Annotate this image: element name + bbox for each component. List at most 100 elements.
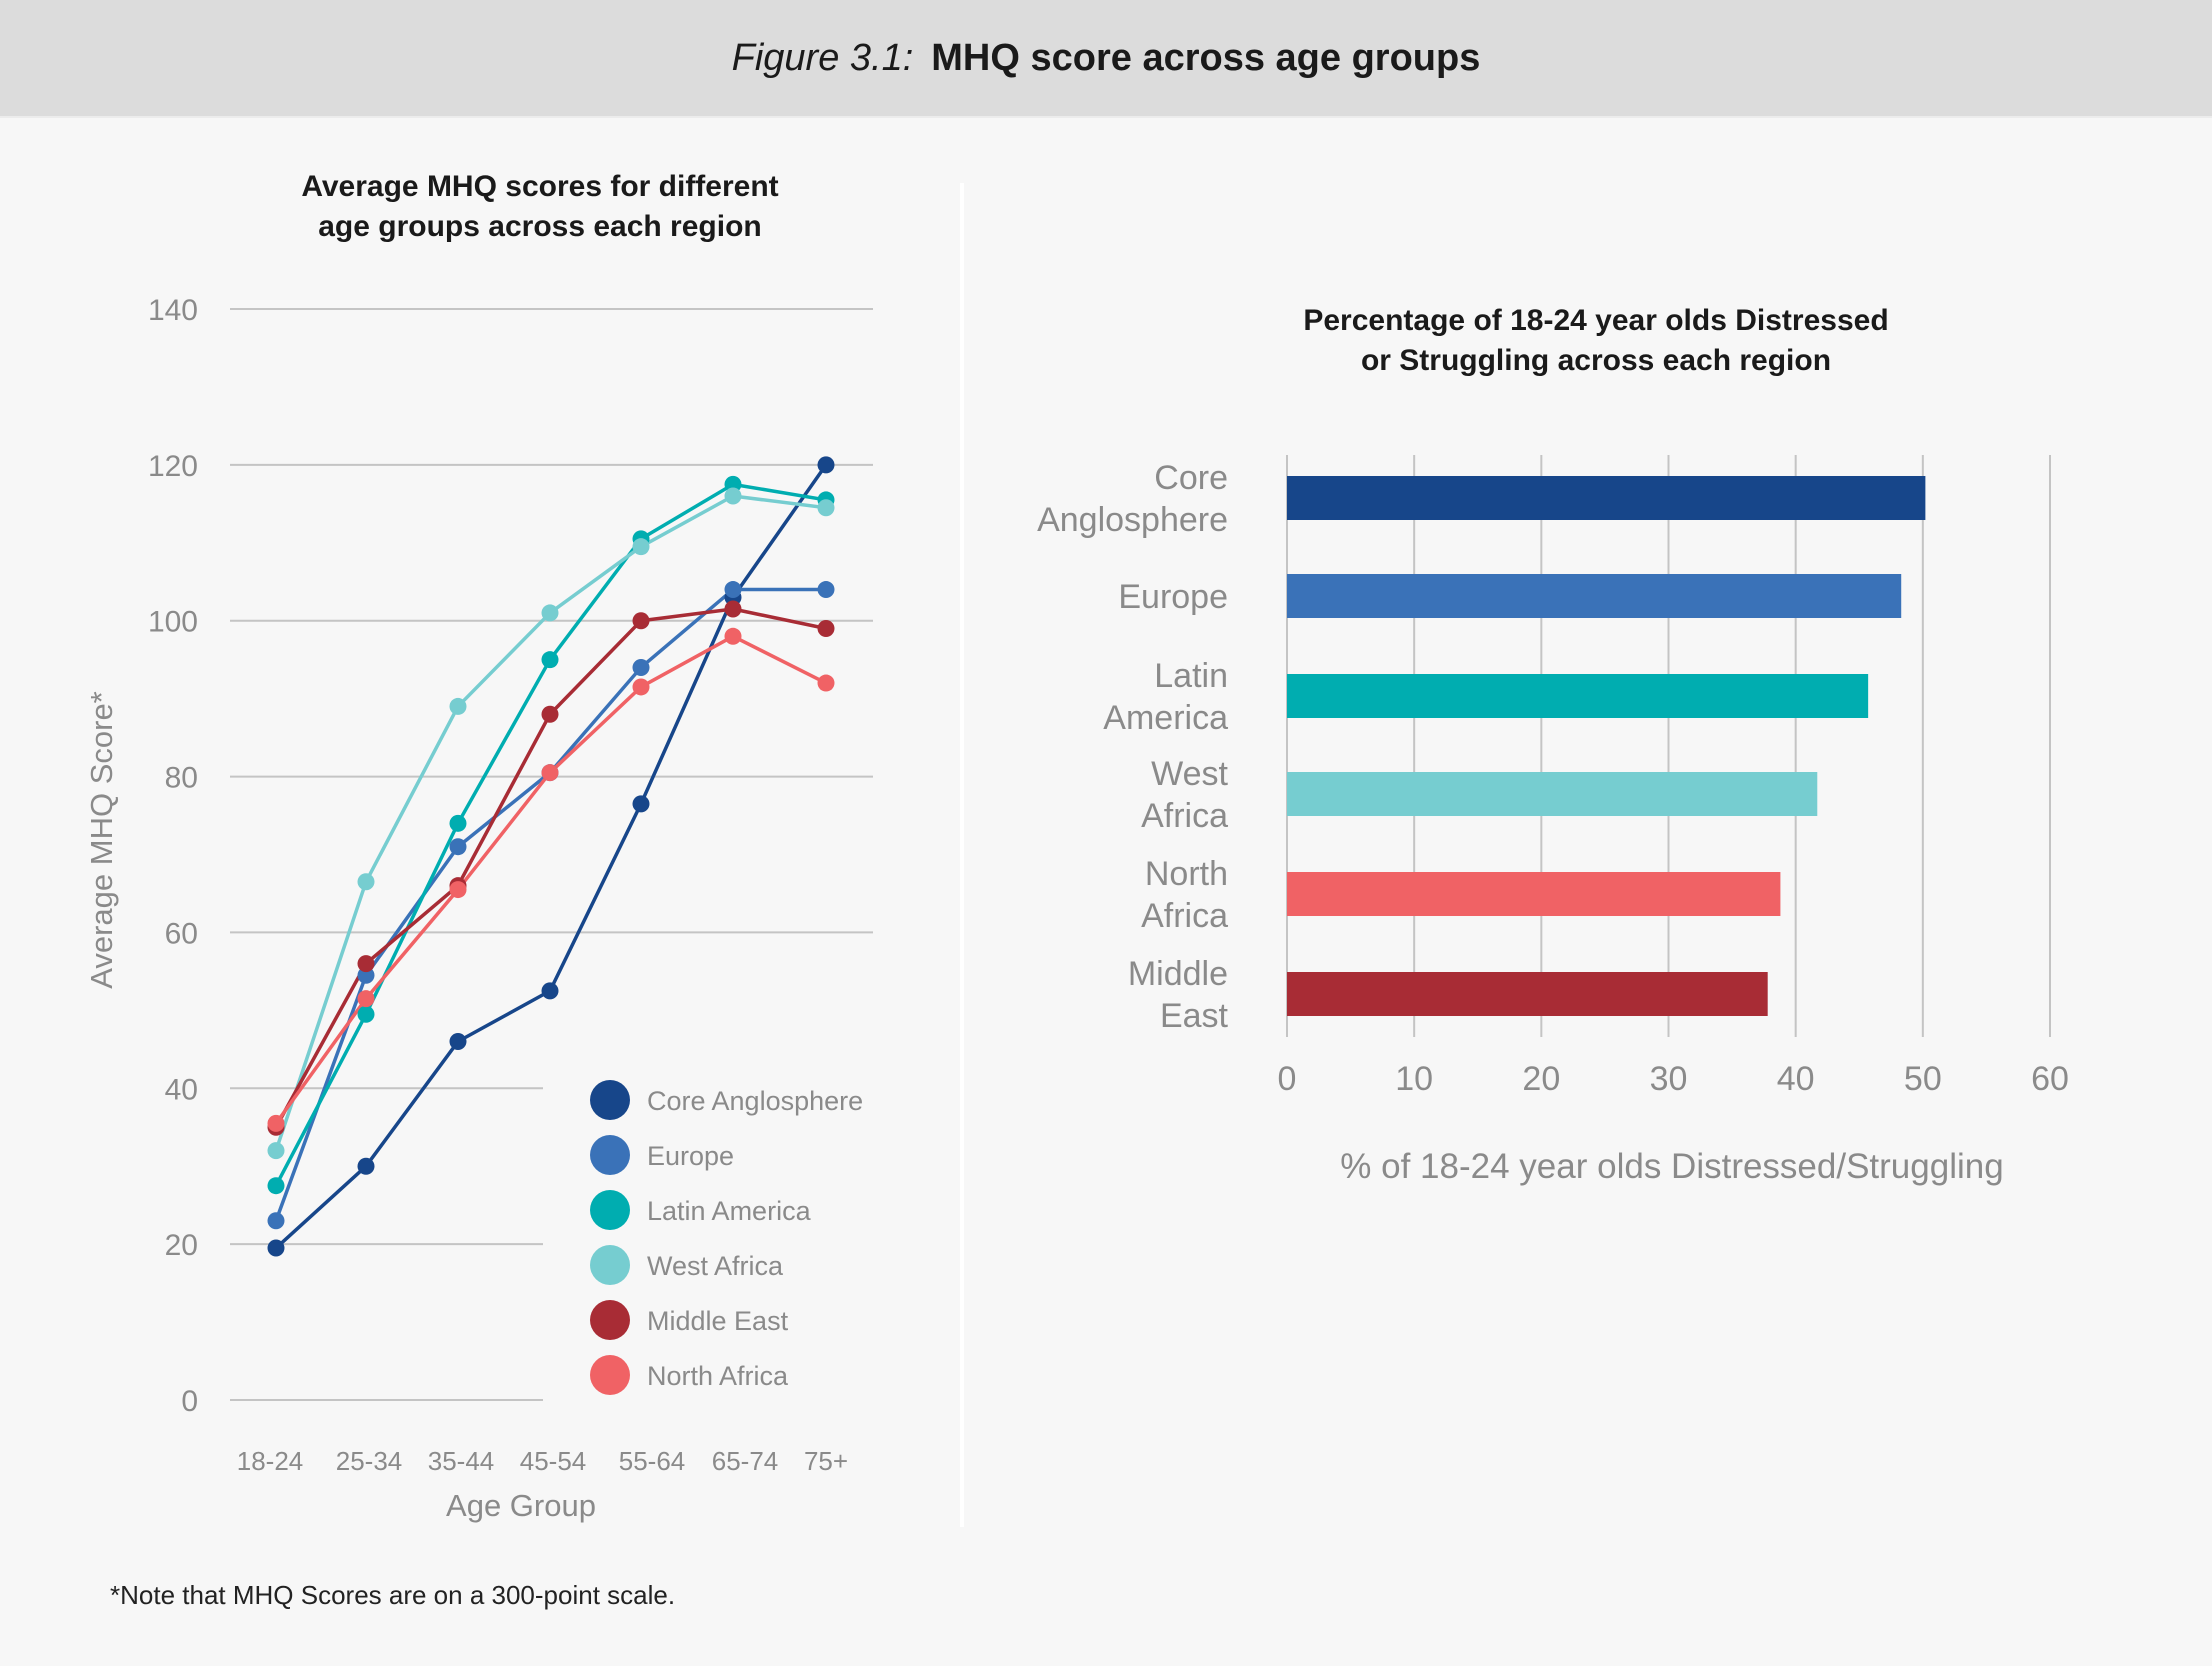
series-point [817, 499, 835, 517]
series-point [632, 795, 650, 813]
series-point [449, 1033, 467, 1051]
y-tick-label: 40 [165, 1073, 198, 1106]
x-tick-label: 75+ [804, 1446, 848, 1476]
series-point [267, 1177, 285, 1195]
line-chart: Average MHQ scores for different age grou… [84, 170, 873, 1523]
legend-swatch [590, 1300, 630, 1340]
series-point [449, 814, 467, 832]
series-point [449, 881, 467, 899]
x-tick-label: 55-64 [619, 1446, 686, 1476]
legend-label: Core Anglosphere [647, 1086, 863, 1116]
y-tick-label: 140 [148, 294, 198, 327]
series-point [817, 620, 835, 638]
bar [1287, 972, 1768, 1016]
legend-swatch [590, 1245, 630, 1285]
x-tick-label: 18-24 [237, 1446, 304, 1476]
legend-label: Middle East [647, 1306, 789, 1336]
bar [1287, 574, 1902, 618]
x-tick-label: 10 [1395, 1060, 1433, 1098]
y-tick-label: 0 [181, 1385, 198, 1418]
category-label: Middle [1128, 955, 1228, 993]
series-point [541, 764, 559, 782]
bar [1287, 674, 1869, 718]
series-point [449, 838, 467, 856]
series-line [274, 463, 828, 1250]
series-point [267, 1114, 285, 1132]
category-label: Latin [1154, 657, 1228, 695]
x-tick-label: 45-54 [520, 1446, 587, 1476]
legend-label: Latin America [647, 1196, 812, 1226]
x-tick-label: 40 [1777, 1060, 1815, 1098]
y-tick-label: 120 [148, 450, 198, 483]
x-tick-label: 25-34 [336, 1446, 403, 1476]
y-axis-label: Average MHQ Score* [84, 691, 119, 989]
figure-title: MHQ score across age groups [931, 36, 1481, 79]
y-tick-label: 80 [165, 762, 198, 795]
series-point [541, 651, 559, 669]
series-point [357, 990, 375, 1008]
category-label: West [1151, 755, 1228, 793]
series-point [267, 1142, 285, 1160]
legend-swatch [590, 1080, 630, 1120]
series-point [267, 1239, 285, 1257]
bar [1287, 772, 1818, 816]
series-line [274, 494, 827, 1152]
series-point [541, 604, 559, 622]
figure-label: Figure 3.1: [731, 36, 914, 79]
series-point [357, 966, 375, 984]
series-line [274, 607, 827, 1129]
series-point [632, 678, 650, 696]
category-label: East [1160, 997, 1229, 1035]
y-tick-label: 100 [148, 606, 198, 639]
legend-label: West Africa [647, 1251, 784, 1281]
line-chart-title: Average MHQ scores for different [301, 170, 778, 203]
bar [1287, 872, 1781, 916]
x-tick-label: 30 [1650, 1060, 1688, 1098]
x-tick-label: 0 [1278, 1060, 1297, 1098]
legend-label: Europe [647, 1141, 734, 1171]
series-point [632, 612, 650, 630]
series-point [817, 456, 835, 474]
category-label: Africa [1141, 897, 1228, 935]
series-point [357, 1157, 375, 1175]
x-tick-label: 50 [1904, 1060, 1942, 1098]
bar-chart-title: or Struggling across each region [1361, 344, 1831, 377]
category-label: America [1103, 699, 1228, 737]
series-point [541, 705, 559, 723]
legend-swatch [590, 1355, 630, 1395]
category-label: North [1145, 855, 1228, 893]
series-point [357, 873, 375, 891]
line-chart-title: age groups across each region [318, 210, 761, 243]
category-label: Africa [1141, 797, 1228, 835]
x-tick-label: 20 [1522, 1060, 1560, 1098]
bar [1287, 476, 1926, 520]
series-point [632, 658, 650, 676]
figure-header: Figure 3.1: MHQ score across age groups [0, 0, 2212, 118]
x-axis-label: Age Group [446, 1488, 596, 1523]
x-tick-label: 35-44 [428, 1446, 495, 1476]
series-point [724, 487, 742, 505]
category-label: Core [1154, 459, 1228, 497]
series-point [357, 1005, 375, 1023]
series-point [632, 538, 650, 556]
series-point [724, 600, 742, 618]
category-label: Europe [1118, 578, 1228, 616]
series-point [541, 982, 559, 1000]
legend-swatch [590, 1190, 630, 1230]
series-point [267, 1212, 285, 1230]
x-tick-label: 65-74 [712, 1446, 779, 1476]
series-point [817, 674, 835, 692]
bar-chart-title: Percentage of 18-24 year olds Distressed [1303, 304, 1888, 337]
bar-chart: Percentage of 18-24 year olds Distressed… [1037, 304, 2069, 1186]
series-point [449, 697, 467, 715]
series-point [817, 581, 835, 599]
legend-label: North Africa [647, 1361, 789, 1391]
y-tick-label: 60 [165, 917, 198, 950]
footnote: *Note that MHQ Scores are on a 300-point… [110, 1580, 676, 1610]
y-tick-label: 20 [165, 1229, 198, 1262]
legend-swatch [590, 1135, 630, 1175]
series-point [724, 581, 742, 599]
series-point [724, 627, 742, 645]
category-label: Anglosphere [1037, 501, 1228, 539]
